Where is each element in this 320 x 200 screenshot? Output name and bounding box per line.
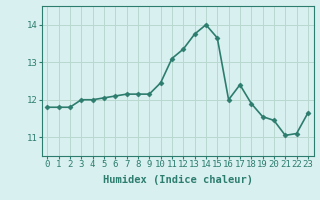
X-axis label: Humidex (Indice chaleur): Humidex (Indice chaleur): [103, 175, 252, 185]
